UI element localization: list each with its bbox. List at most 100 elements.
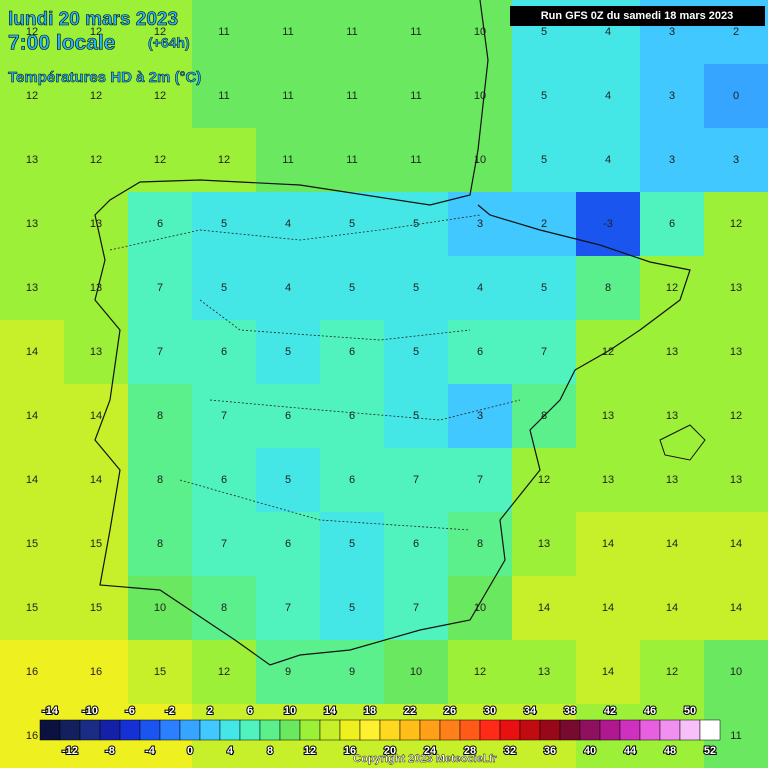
temp-cell	[128, 576, 193, 641]
temp-cell	[448, 320, 513, 385]
temp-cell	[256, 576, 321, 641]
temp-value: 9	[349, 666, 355, 678]
temp-cell	[256, 128, 321, 193]
temp-cell	[320, 448, 385, 513]
legend-label: 24	[424, 745, 437, 757]
temp-value: 5	[413, 346, 419, 358]
temp-cell	[576, 192, 641, 257]
temp-value: 4	[285, 218, 291, 230]
legend-label: 44	[624, 745, 637, 757]
copyright: Copyright 2023 Meteociel.fr	[353, 753, 497, 765]
legend-label: 12	[304, 745, 316, 757]
temp-cell	[128, 64, 193, 129]
temp-value: 10	[474, 90, 486, 102]
legend-swatch	[159, 719, 181, 741]
temp-cell	[320, 192, 385, 257]
temp-value: 6	[221, 474, 227, 486]
temp-value: 5	[349, 538, 355, 550]
legend-label: 10	[284, 705, 296, 717]
temp-cell	[640, 640, 705, 705]
temp-cell	[128, 0, 193, 65]
temp-cell	[512, 640, 577, 705]
temp-value: 5	[285, 346, 291, 358]
legend-swatch	[419, 719, 441, 741]
legend-swatch	[519, 719, 541, 741]
legend-swatch	[659, 719, 681, 741]
temp-value: 4	[605, 90, 611, 102]
date: lundi 20 mars 2023	[8, 9, 178, 30]
temp-cell	[0, 192, 65, 257]
temp-cell	[128, 320, 193, 385]
temp-value: 14	[666, 602, 678, 614]
temp-value: 14	[26, 346, 38, 358]
temp-cell	[576, 128, 641, 193]
temp-cell	[64, 512, 129, 577]
temp-value: 7	[221, 410, 227, 422]
temp-value: 10	[730, 666, 742, 678]
temp-value: 12	[218, 154, 230, 166]
temp-value: 6	[413, 538, 419, 550]
temp-value: 13	[26, 218, 38, 230]
temp-value: 13	[602, 410, 614, 422]
temp-value: 13	[538, 538, 550, 550]
temp-value: 11	[218, 90, 229, 102]
temp-cell	[512, 128, 577, 193]
temp-cell	[704, 320, 768, 385]
temp-value: 5	[541, 90, 547, 102]
legend-swatch	[179, 719, 201, 741]
temp-value: 5	[285, 474, 291, 486]
temp-value: 7	[221, 538, 227, 550]
temp-cell	[256, 320, 321, 385]
legend-swatch	[79, 719, 101, 741]
temp-cell	[320, 0, 385, 65]
run-box	[510, 6, 765, 26]
temp-value: 11	[730, 730, 741, 742]
temp-cell	[192, 512, 257, 577]
temp-value: 6	[285, 538, 291, 550]
temp-cell	[256, 512, 321, 577]
temp-value: 14	[90, 474, 102, 486]
legend-swatch	[679, 719, 701, 741]
temp-cell	[0, 640, 65, 705]
legend-swatch	[439, 719, 461, 741]
temp-value: 11	[346, 90, 357, 102]
temp-cell	[640, 448, 705, 513]
border	[109, 214, 521, 531]
temp-value: 14	[90, 410, 102, 422]
temp-cell	[384, 576, 449, 641]
temp-value: 16	[26, 730, 38, 742]
temp-cell	[576, 576, 641, 641]
temp-cell	[0, 576, 65, 641]
temp-value: 12	[666, 282, 678, 294]
legend-label: -8	[105, 745, 115, 757]
legend-swatch	[219, 719, 241, 741]
temp-cell	[640, 192, 705, 257]
temp-value: 13	[538, 666, 550, 678]
legend-swatch	[539, 719, 561, 741]
temp-value: 6	[349, 474, 355, 486]
temp-value: 14	[602, 666, 614, 678]
temp-value: 5	[541, 154, 547, 166]
legend-label: 50	[684, 705, 696, 717]
temp-value: 13	[730, 474, 742, 486]
temp-value: 6	[157, 218, 163, 230]
temp-value: 12	[218, 666, 230, 678]
legend-label: -14	[42, 705, 59, 717]
temp-cell	[0, 320, 65, 385]
temp-value: 11	[410, 154, 421, 166]
temp-value: 4	[605, 26, 611, 38]
temp-cell	[576, 384, 641, 449]
temp-value: 12	[154, 26, 166, 38]
temp-value: 5	[541, 282, 547, 294]
temp-value: 13	[90, 346, 102, 358]
legend-swatch	[499, 719, 521, 741]
legend-swatch	[59, 719, 81, 741]
temp-value: 5	[541, 26, 547, 38]
temp-value: 7	[541, 346, 547, 358]
temp-cell	[0, 64, 65, 129]
temp-value: 5	[349, 602, 355, 614]
temp-cell	[256, 448, 321, 513]
legend-swatch	[299, 719, 321, 741]
temp-value: 10	[410, 666, 422, 678]
temp-value: 5	[221, 218, 227, 230]
